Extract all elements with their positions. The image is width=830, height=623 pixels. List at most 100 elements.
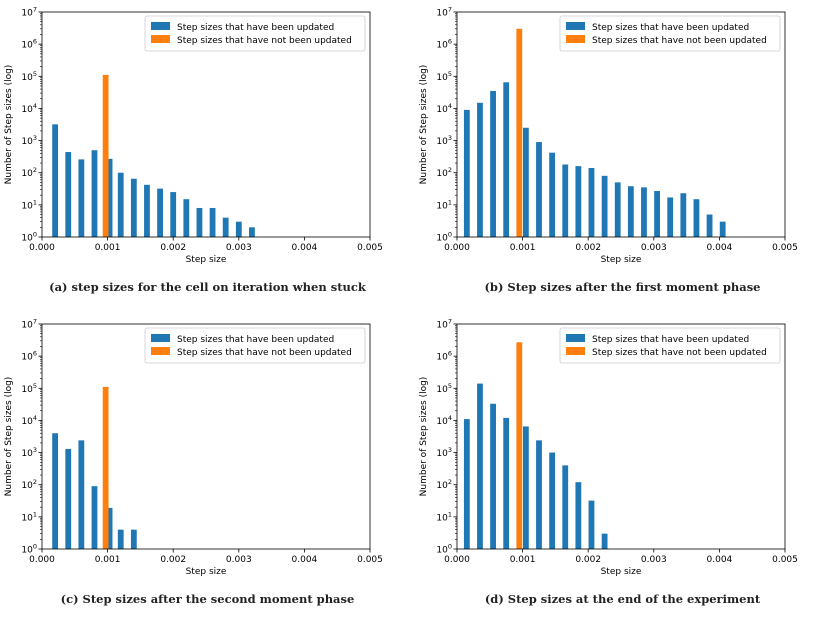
x-tick-label: 0.001 <box>95 243 121 253</box>
x-axis-label: Step size <box>601 255 642 265</box>
axes-frame <box>41 323 371 550</box>
updated-bar <box>52 433 59 549</box>
updated-bar <box>627 186 634 237</box>
updated-bar <box>614 182 621 237</box>
y-tick-label: 100 <box>21 231 37 244</box>
updated-bar <box>522 127 529 237</box>
y-axis-label: Number of Step sizes (log) <box>4 65 14 185</box>
updated-bar <box>196 207 203 237</box>
y-axis-label: Number of Step sizes (log) <box>4 377 14 497</box>
updated-bar <box>106 507 113 549</box>
chart-panel-b: 0.000 0.001 0.002 0.003 0.004 0.005 100 101 102 1… <box>415 0 830 311</box>
y-tick-label: 102 <box>436 166 452 179</box>
y-tick-label: 107 <box>21 318 37 331</box>
updated-bar <box>536 440 542 549</box>
y-tick-label: 103 <box>436 134 452 147</box>
x-tick-label: 0.002 <box>160 243 186 253</box>
y-tick-label: 106 <box>21 350 37 363</box>
y-tick-label: 103 <box>21 134 37 147</box>
x-tick-label: 0.001 <box>510 555 536 565</box>
x-tick-label: 0.005 <box>772 243 798 253</box>
y-tick-label: 104 <box>436 414 452 427</box>
caption-c: (c) Step sizes after the second moment p… <box>60 592 355 606</box>
chart-c: 0.000 0.001 0.002 0.003 0.004 0.005 100 101 102 1… <box>4 318 383 578</box>
y-tick-label: 104 <box>21 102 37 115</box>
updated-bar <box>52 124 59 237</box>
x-tick-label: 0.004 <box>292 243 318 253</box>
updated-bar <box>575 482 582 549</box>
y-tick-label: 101 <box>436 198 452 211</box>
legend-label: Step sizes that have been updated <box>177 23 334 33</box>
y-tick-label: 102 <box>21 478 37 491</box>
updated-bar <box>65 152 72 237</box>
y-tick-label: 103 <box>21 446 37 459</box>
y-tick-label: 106 <box>436 38 452 51</box>
updated-bar <box>641 187 647 237</box>
updated-bar <box>693 199 700 237</box>
legend-swatch <box>151 347 170 355</box>
x-tick-label: 0.003 <box>641 555 667 565</box>
legend: Step sizes that have been updated Step si… <box>144 15 366 52</box>
axes-frame <box>456 11 786 238</box>
updated-bar <box>144 184 150 237</box>
legend-label: Step sizes that have not been updated <box>177 36 352 46</box>
updated-bar <box>78 159 85 237</box>
legend-label: Step sizes that have been updated <box>177 335 334 345</box>
legend-label: Step sizes that have not been updated <box>592 36 767 46</box>
x-axis-label: Step size <box>186 255 227 265</box>
updated-bar <box>680 193 687 237</box>
y-tick-label: 107 <box>436 6 452 19</box>
x-tick-label: 0.003 <box>226 243 252 253</box>
chart-panel-d: 0.000 0.001 0.002 0.003 0.004 0.005 100 101 102 1… <box>415 312 830 623</box>
x-tick-label: 0.002 <box>160 555 186 565</box>
updated-bar <box>536 142 542 237</box>
legend-swatch <box>151 334 170 342</box>
y-axis-label: Number of Step sizes (log) <box>419 377 429 497</box>
y-tick-label: 105 <box>21 382 37 395</box>
y-tick-label: 102 <box>436 478 452 491</box>
updated-bar <box>549 152 556 237</box>
y-tick-label: 107 <box>436 318 452 331</box>
x-axis-label: Step size <box>601 567 642 577</box>
x-tick-label: 0.003 <box>226 555 252 565</box>
y-axis-label: Number of Step sizes (log) <box>419 65 429 185</box>
chart-d: 0.000 0.001 0.002 0.003 0.004 0.005 100 101 102 1… <box>419 318 798 578</box>
updated-bar <box>209 207 216 237</box>
updated-bar <box>463 419 470 549</box>
updated-bar <box>117 529 124 549</box>
x-tick-label: 0.001 <box>510 243 536 253</box>
updated-bar <box>588 500 595 549</box>
updated-bar <box>130 529 137 549</box>
y-tick-label: 101 <box>21 198 37 211</box>
not-updated-bar <box>102 74 109 238</box>
updated-bar <box>477 383 483 549</box>
updated-bar <box>562 164 569 237</box>
chart-panel-a: 0.000 0.001 0.002 0.003 0.004 0.005 100 101 102 1… <box>0 0 415 311</box>
not-updated-bar <box>516 342 523 549</box>
x-tick-label: 0.003 <box>641 243 667 253</box>
not-updated-bar <box>102 386 109 549</box>
legend-box <box>144 327 366 364</box>
x-tick-label: 0.002 <box>575 243 601 253</box>
chart-b: 0.000 0.001 0.002 0.003 0.004 0.005 100 101 102 1… <box>419 6 798 266</box>
updated-bar <box>477 102 483 237</box>
x-tick-label: 0.005 <box>772 555 798 565</box>
updated-bar <box>667 197 674 237</box>
updated-bar <box>222 217 229 237</box>
legend-box <box>559 327 781 364</box>
updated-bar <box>503 82 510 237</box>
updated-bar <box>130 178 137 237</box>
legend: Step sizes that have been updated Step si… <box>559 327 781 364</box>
legend-swatch <box>151 22 170 30</box>
x-tick-label: 0.000 <box>29 243 55 253</box>
y-tick-label: 101 <box>21 510 37 523</box>
y-tick-label: 106 <box>21 38 37 51</box>
legend-swatch <box>151 35 170 43</box>
x-tick-label: 0.004 <box>292 555 318 565</box>
updated-bar <box>106 158 113 237</box>
updated-bar <box>249 227 255 237</box>
x-tick-label: 0.000 <box>444 243 470 253</box>
y-tick-label: 107 <box>21 6 37 19</box>
y-tick-label: 104 <box>21 414 37 427</box>
legend-swatch <box>566 22 585 30</box>
